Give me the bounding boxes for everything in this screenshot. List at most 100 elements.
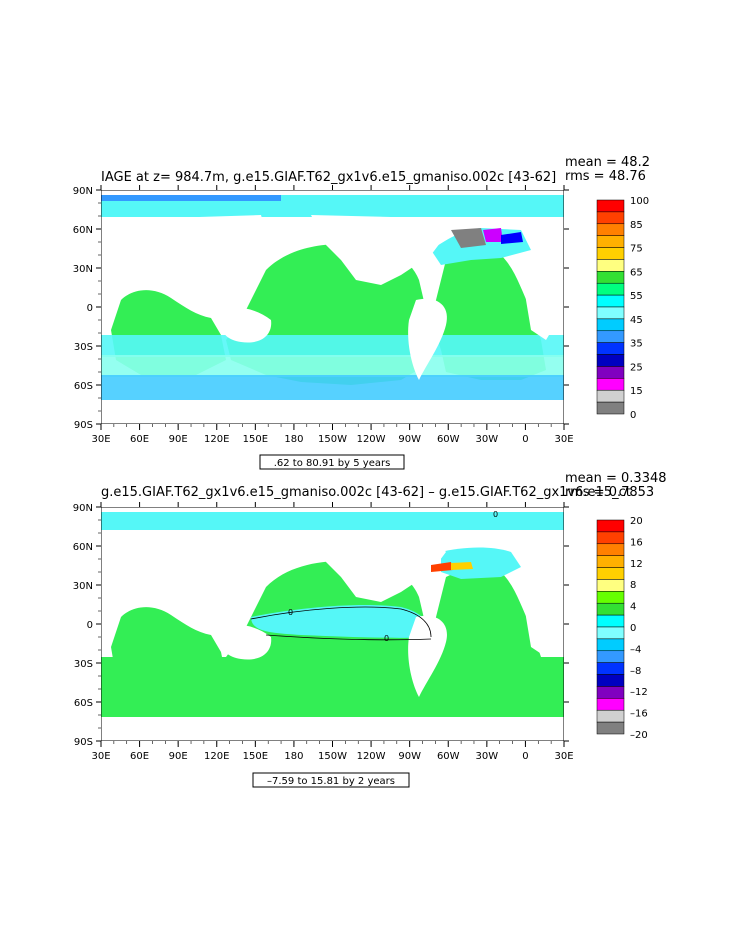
lon-label: 90E [169, 434, 188, 445]
lon-label: 30W [476, 434, 499, 445]
colorbar-swatch [596, 721, 625, 735]
rms-stat: rms = 48.76 [565, 169, 646, 184]
colorbar-swatch [596, 519, 625, 533]
colorbar-swatch [596, 674, 625, 687]
colorbar-swatch [596, 318, 625, 332]
colorbar-swatch [596, 698, 625, 711]
zero-contour [250, 606, 432, 638]
colorbar-swatch [596, 342, 625, 355]
lat-axis-top: 90N 60N 30N 0 30S 60S 90S [73, 186, 569, 431]
land-north-america [311, 532, 446, 602]
lon-label: 120E [204, 434, 229, 445]
lon-label: 150E [243, 434, 268, 445]
lat-axis-bottom: 90N 60N 30N 0 30S 60S 90S [73, 503, 569, 748]
colorbar-swatch [596, 662, 625, 675]
colorbar-label: 0 [630, 410, 636, 421]
north-atlantic-cyan [441, 547, 521, 579]
lon-label: 60W [437, 751, 460, 762]
land-australia [219, 307, 272, 343]
lat-label: 30S [74, 342, 93, 353]
lon-label: 150E [243, 751, 268, 762]
blue-patch [501, 232, 523, 244]
lat-label: 90S [74, 420, 93, 431]
colorbar-label: –20 [630, 730, 648, 741]
colorbar-label: 75 [630, 244, 643, 255]
lon-label: 60E [130, 434, 149, 445]
colorbar-label: 0 [630, 623, 636, 634]
lat-label: 60N [73, 542, 93, 553]
colorbar-swatch [596, 259, 625, 272]
colorbar-swatch [596, 531, 625, 545]
colorbar-label: 12 [630, 559, 643, 570]
land-asia [101, 532, 271, 607]
lat-label: 0 [87, 303, 93, 314]
lat-label: 0 [87, 620, 93, 631]
lon-label: 30E [91, 751, 110, 762]
colorbar-label: –4 [630, 644, 641, 655]
yellow-patch [451, 562, 473, 570]
colorbar-label: 15 [630, 386, 643, 397]
colorbar-swatch [596, 306, 625, 320]
lat-label: 60S [74, 381, 93, 392]
colorbar-swatch [596, 591, 625, 604]
southern-ocean-band-3 [101, 375, 564, 400]
arctic-band [101, 512, 564, 530]
southern-ocean [101, 657, 564, 717]
arctic-edge [101, 195, 281, 201]
lon-label: 150W [318, 434, 347, 445]
colorbar-label: 45 [630, 315, 643, 326]
lon-axis-bottom: 30E 60E 90E 120E 150E 180 150W 120W 90W 60W 30W 0 30… [91, 502, 574, 762]
colorbar-label: 25 [630, 362, 643, 373]
land-south-america [408, 615, 447, 697]
contour-label: 0 [384, 634, 389, 643]
colorbar-label: –12 [630, 687, 648, 698]
colorbar-label: 4 [630, 602, 636, 613]
colorbar-swatch [596, 294, 625, 308]
southern-ocean-band-2 [101, 355, 564, 377]
lon-label: 30W [476, 751, 499, 762]
range-note: –7.59 to 15.81 by 2 years [267, 776, 395, 787]
lon-label: 120W [357, 751, 386, 762]
land-africa [521, 260, 564, 340]
colorbar-swatch [596, 638, 625, 652]
colorbar-label: 55 [630, 291, 643, 302]
lat-label: 30N [73, 581, 93, 592]
lat-label: 30N [73, 264, 93, 275]
zero-contour [265, 634, 432, 641]
colorbar-label: 65 [630, 267, 643, 278]
colorbar-swatch [596, 579, 625, 592]
colorbar-label: 85 [630, 220, 643, 231]
land-antarctica [101, 400, 564, 424]
southern-ocean-band-1 [101, 335, 564, 357]
lat-label: 90N [73, 503, 93, 514]
map-bottom: 0 0 0 [101, 507, 564, 741]
lon-axis-top: 30E 60E 90E 120E 150E 180 150W 120W 90W 60W 30W 0 30… [91, 185, 574, 445]
lon-label: 150W [318, 751, 347, 762]
colorbar-swatch [596, 650, 625, 663]
range-box [252, 772, 410, 788]
colorbar-swatch [596, 567, 625, 580]
lon-label: 90W [398, 751, 421, 762]
gray-patch [451, 228, 486, 248]
colorbar-swatch [596, 235, 625, 248]
panel-top: IAGE at z= 984.7m, g.e15.GIAF.T62_gx1v6.… [73, 155, 650, 470]
colorbar-swatch [596, 555, 625, 568]
colorbar-label: 16 [630, 537, 643, 548]
colorbar-swatch [596, 709, 625, 723]
colorbar-swatch [596, 330, 625, 343]
lon-label: 30E [554, 434, 573, 445]
colorbar-label: 35 [630, 339, 643, 350]
colorbar-label: 20 [630, 516, 643, 527]
colorbar-swatch [596, 211, 625, 225]
land-africa [521, 577, 564, 657]
colorbar-swatch [596, 366, 625, 379]
land-north-america [311, 215, 446, 285]
lon-label: 180 [284, 751, 303, 762]
colorbar-swatch [596, 602, 625, 616]
land-antarctica [101, 717, 564, 741]
range-box [259, 454, 405, 470]
colorbar-top: 100 85 75 65 55 45 35 25 15 0 [596, 196, 649, 421]
lon-label: 90W [398, 434, 421, 445]
colorbar-swatch [596, 271, 625, 284]
